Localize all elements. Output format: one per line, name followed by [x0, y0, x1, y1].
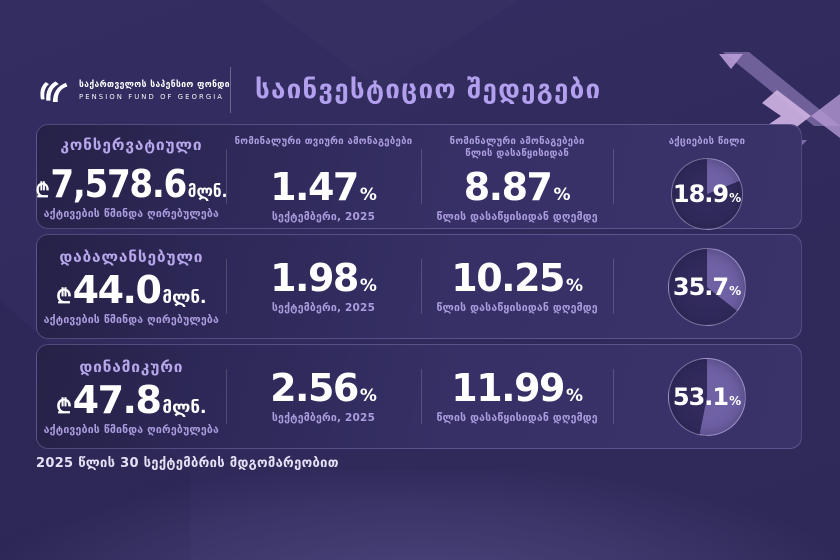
ytd-return-caption: წლის დასაწყისიდან დღემდე — [436, 412, 598, 424]
ytd-return-column: ნომინალური ამონაგებები წლის დასაწყისიდან… — [421, 125, 613, 230]
equity-share-pie: 18.9% — [671, 158, 743, 230]
monthly-return-caption: სექტემბერი, 2025 — [271, 302, 376, 314]
equity-share-pie: 53.1% — [668, 357, 746, 436]
nav-column: კონსერვატიული ₾7,578.6 მლნ. აქტივების წმი… — [35, 125, 228, 230]
column-header-ytd-return: ნომინალური ამონაგებები წლის დასაწყისიდან — [449, 136, 585, 160]
monthly-return-column: 1.98% სექტემბერი, 2025 — [226, 235, 422, 338]
nav-value: ₾44.0 მლნ. — [56, 267, 207, 312]
nav-value: ₾7,578.6 მლნ. — [35, 161, 228, 206]
equity-share-column: აქციების წილი 18.9% — [613, 125, 801, 230]
equity-share-value: 53.1% — [672, 382, 742, 411]
nav-unit: მლნ. — [162, 397, 207, 418]
nav-caption: აქტივების წმინდა ღირებულება — [43, 207, 220, 220]
monthly-return-value: 1.98% — [270, 256, 377, 300]
equity-share-value: 35.7% — [672, 272, 742, 301]
header-divider — [230, 67, 231, 113]
monthly-return-caption: სექტემბერი, 2025 — [271, 211, 376, 223]
nav-caption: აქტივების წმინდა ღირებულება — [43, 423, 220, 436]
column-divider — [421, 149, 423, 204]
portfolio-name: კონსერვატიული — [60, 136, 203, 154]
pension-fund-logo-icon — [39, 80, 69, 103]
as-of-date-note: 2025 წლის 30 სექტემბრის მდგომარეობით — [36, 456, 339, 471]
brand-logo-text: საქართველოს საპენსიო ფონდი PENSION FUND … — [79, 80, 230, 101]
nav-value: ₾47.8 მლნ. — [56, 377, 207, 422]
column-divider — [225, 259, 227, 314]
ytd-return-value: 10.25% — [451, 256, 584, 300]
percent-sign: % — [729, 283, 742, 298]
results-cards: კონსერვატიული ₾7,578.6 მლნ. აქტივების წმი… — [35, 124, 802, 454]
portfolio-card-balanced: დაბალანსებული ₾44.0 მლნ. აქტივების წმინდა… — [36, 234, 802, 339]
lari-symbol: ₾ — [35, 177, 50, 202]
equity-share-column: 35.7% — [613, 235, 801, 338]
ytd-return-caption: წლის დასაწყისიდან დღემდე — [436, 211, 598, 223]
column-header-equity-share: აქციების წილი — [668, 136, 746, 147]
portfolio-name: დინამიკური — [79, 357, 184, 376]
nav-column: დაბალანსებული ₾44.0 მლნ. აქტივების წმინდა… — [37, 235, 226, 338]
column-divider — [225, 369, 227, 424]
monthly-return-caption: სექტემბერი, 2025 — [271, 412, 376, 424]
monthly-return-column: ნომინალური თვიური ამონაგებები 1.47% სექტ… — [226, 125, 422, 230]
equity-share-pie: 35.7% — [668, 247, 746, 326]
page-title: საინვესტიციო შედეგები — [255, 75, 602, 105]
column-divider — [421, 369, 423, 424]
portfolio-card-conservative: კონსერვატიული ₾7,578.6 მლნ. აქტივების წმი… — [35, 124, 802, 230]
equity-share-column: 53.1% — [613, 345, 801, 448]
ytd-return-value: 8.87% — [463, 165, 571, 209]
brand-name-georgian: საქართველოს საპენსიო ფონდი — [79, 79, 230, 90]
lari-symbol: ₾ — [56, 283, 72, 308]
monthly-return-column: 2.56% სექტემბერი, 2025 — [226, 345, 422, 448]
column-header-monthly-return: ნომინალური თვიური ამონაგებები — [234, 136, 413, 147]
column-divider — [421, 259, 423, 314]
bottom-glow — [0, 470, 840, 560]
percent-sign: % — [359, 185, 377, 205]
percent-sign: % — [565, 386, 584, 406]
nav-column: დინამიკური ₾47.8 მლნ. აქტივების წმინდა ღი… — [37, 345, 226, 448]
percent-sign: % — [553, 185, 571, 205]
percent-sign: % — [729, 393, 742, 408]
ytd-return-caption: წლის დასაწყისიდან დღემდე — [436, 302, 598, 314]
brand-logo: საქართველოს საპენსიო ფონდი PENSION FUND … — [36, 70, 230, 110]
portfolio-name: დაბალანსებული — [59, 247, 204, 266]
ytd-return-value: 11.99% — [451, 366, 584, 410]
monthly-return-value: 1.47% — [270, 165, 377, 209]
lari-symbol: ₾ — [56, 393, 72, 418]
column-divider — [613, 149, 615, 204]
portfolio-card-dynamic: დინამიკური ₾47.8 მლნ. აქტივების წმინდა ღი… — [36, 344, 802, 449]
percent-sign: % — [729, 191, 742, 205]
ytd-return-column: 10.25% წლის დასაწყისიდან დღემდე — [421, 235, 613, 338]
percent-sign: % — [359, 386, 377, 406]
brand-name-english: PENSION FUND OF GEORGIA — [79, 92, 225, 101]
equity-share-value: 18.9% — [672, 180, 742, 208]
ytd-return-column: 11.99% წლის დასაწყისიდან დღემდე — [421, 345, 613, 448]
column-divider — [613, 259, 615, 314]
column-divider — [613, 369, 615, 424]
column-divider — [225, 149, 227, 204]
monthly-return-value: 2.56% — [270, 366, 377, 410]
nav-unit: მლნ. — [162, 287, 207, 308]
percent-sign: % — [359, 276, 377, 296]
header: საქართველოს საპენსიო ფონდი PENSION FUND … — [36, 62, 804, 118]
nav-caption: აქტივების წმინდა ღირებულება — [43, 313, 220, 326]
nav-unit: მლნ. — [187, 181, 228, 202]
percent-sign: % — [565, 276, 584, 296]
